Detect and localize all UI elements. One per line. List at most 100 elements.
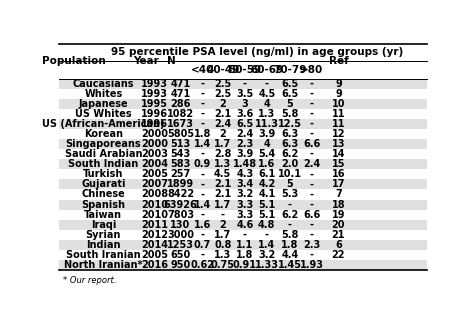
Text: Korean: Korean [84, 129, 123, 139]
Text: Chinese: Chinese [82, 190, 125, 200]
Text: 4.5: 4.5 [214, 169, 231, 179]
Text: 13: 13 [332, 139, 345, 149]
Text: 1.33: 1.33 [255, 260, 279, 270]
Text: 2.5: 2.5 [214, 89, 231, 99]
Text: 2: 2 [219, 220, 226, 230]
Text: 1.6: 1.6 [194, 220, 211, 230]
Text: 471: 471 [170, 78, 191, 89]
Text: 70-79: 70-79 [273, 65, 307, 75]
Text: 7: 7 [335, 190, 342, 200]
Bar [59, 99, 427, 109]
Text: -: - [310, 200, 314, 210]
Text: 1.7: 1.7 [214, 230, 231, 240]
Text: 471: 471 [170, 89, 191, 99]
Text: 0.8: 0.8 [214, 240, 231, 250]
Text: 1.3: 1.3 [258, 109, 275, 119]
Text: 11: 11 [332, 119, 345, 129]
Text: 1.4: 1.4 [194, 200, 211, 210]
Text: 1.93: 1.93 [300, 260, 324, 270]
Text: 6.5: 6.5 [282, 78, 299, 89]
Text: -: - [265, 230, 269, 240]
Text: 2010: 2010 [141, 210, 168, 220]
Text: 6.2: 6.2 [282, 149, 299, 159]
Text: 21: 21 [332, 230, 345, 240]
Text: -: - [201, 190, 204, 200]
Text: 6: 6 [335, 240, 342, 250]
Text: -: - [201, 250, 204, 260]
Text: -: - [310, 169, 314, 179]
Text: -: - [201, 78, 204, 89]
Text: 3.6: 3.6 [236, 109, 254, 119]
Text: 19: 19 [332, 210, 345, 220]
Text: 10.1: 10.1 [278, 169, 302, 179]
Text: 2: 2 [219, 129, 226, 139]
Text: 1.4: 1.4 [258, 240, 275, 250]
Text: 0.75: 0.75 [211, 260, 235, 270]
Text: * Our report.: * Our report. [63, 276, 116, 285]
Text: -: - [310, 78, 314, 89]
Text: South Indian: South Indian [68, 159, 138, 169]
Text: 1.8: 1.8 [194, 129, 211, 139]
Text: 2014: 2014 [141, 240, 168, 250]
Text: 1996: 1996 [141, 109, 168, 119]
Text: 2.0: 2.0 [282, 159, 299, 169]
Text: 3000: 3000 [167, 230, 194, 240]
Text: 4.3: 4.3 [236, 169, 254, 179]
Text: 1996: 1996 [141, 119, 168, 129]
Text: 6.5: 6.5 [282, 89, 299, 99]
Text: 5: 5 [287, 179, 293, 189]
Text: -: - [310, 149, 314, 159]
Text: 63926: 63926 [164, 200, 197, 210]
Text: 4: 4 [264, 99, 270, 109]
Text: 583: 583 [170, 159, 191, 169]
Text: 0.62: 0.62 [191, 260, 215, 270]
Text: -: - [310, 179, 314, 189]
Text: 3.3: 3.3 [236, 200, 254, 210]
Text: 1.8: 1.8 [281, 240, 299, 250]
Text: -: - [243, 78, 247, 89]
Text: 2000: 2000 [141, 129, 168, 139]
Text: 543: 543 [170, 149, 191, 159]
Text: 2.1: 2.1 [214, 179, 231, 189]
Text: 3.2: 3.2 [236, 190, 254, 200]
Text: 3.5: 3.5 [236, 89, 254, 99]
Text: 2.4: 2.4 [236, 129, 254, 139]
Text: 130: 130 [170, 220, 191, 230]
Text: 2011: 2011 [141, 220, 168, 230]
Text: -: - [201, 119, 204, 129]
Text: 2010: 2010 [141, 200, 168, 210]
Text: US (African-American): US (African-American) [42, 119, 164, 129]
Bar [59, 159, 427, 169]
Text: 1.3: 1.3 [214, 250, 231, 260]
Text: -: - [288, 220, 292, 230]
Text: 2005: 2005 [141, 169, 168, 179]
Bar [59, 260, 427, 270]
Text: 1.4: 1.4 [194, 139, 211, 149]
Text: 16: 16 [332, 169, 345, 179]
Text: 1995: 1995 [141, 99, 168, 109]
Text: 5.1: 5.1 [258, 210, 275, 220]
Text: -: - [201, 99, 204, 109]
Text: -: - [310, 89, 314, 99]
Text: 2012: 2012 [141, 230, 168, 240]
Text: 11: 11 [332, 109, 345, 119]
Text: 2016: 2016 [141, 260, 168, 270]
Text: 11.3: 11.3 [255, 119, 279, 129]
Text: 4.1: 4.1 [258, 190, 275, 200]
Text: 18: 18 [332, 200, 345, 210]
Text: 10: 10 [332, 99, 345, 109]
Text: 2003: 2003 [141, 149, 168, 159]
Text: 1.3: 1.3 [214, 159, 231, 169]
Text: 4: 4 [264, 139, 270, 149]
Text: 650: 650 [170, 250, 191, 260]
Text: 22: 22 [332, 250, 345, 260]
Text: 0.91: 0.91 [233, 260, 257, 270]
Text: 5.3: 5.3 [282, 190, 299, 200]
Text: -: - [310, 220, 314, 230]
Text: 2008: 2008 [141, 190, 168, 200]
Text: -: - [310, 109, 314, 119]
Text: South Iranian: South Iranian [66, 250, 141, 260]
Text: -: - [243, 230, 247, 240]
Text: Saudi Arabian: Saudi Arabian [64, 149, 142, 159]
Text: 15: 15 [332, 159, 345, 169]
